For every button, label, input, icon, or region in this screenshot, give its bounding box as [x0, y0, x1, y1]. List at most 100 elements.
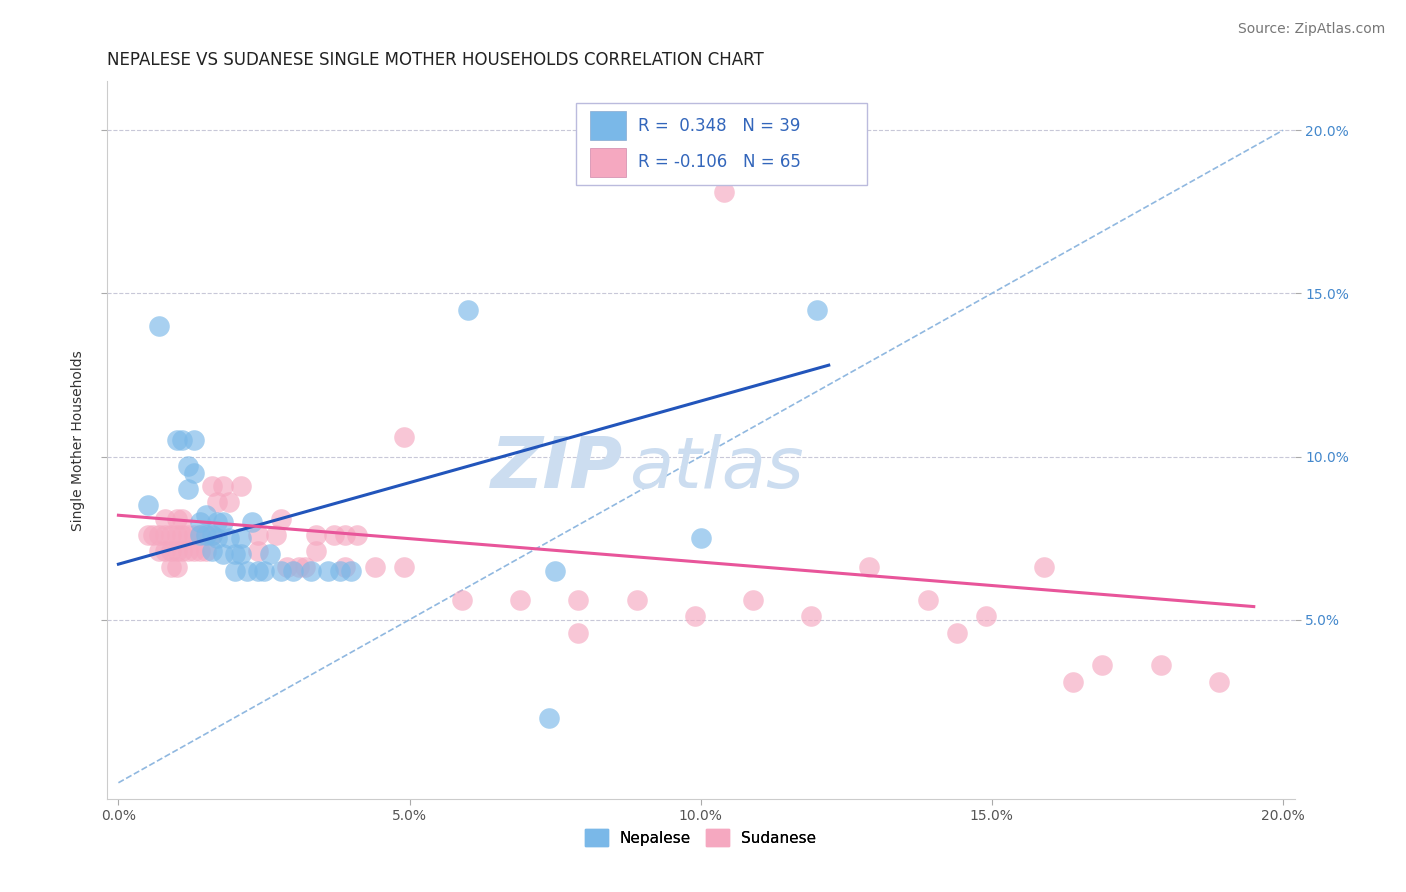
Point: [153, 528, 176, 542]
Point: [159, 560, 181, 574]
Point: [229, 479, 252, 493]
Point: [148, 318, 170, 333]
Point: [166, 511, 188, 525]
Point: [194, 508, 217, 523]
Point: [1062, 674, 1084, 689]
Point: [1149, 658, 1171, 673]
Point: [806, 302, 828, 317]
Point: [188, 528, 211, 542]
Point: [742, 593, 765, 607]
Point: [346, 528, 368, 542]
Point: [509, 593, 531, 607]
Point: [183, 434, 205, 448]
Point: [626, 593, 648, 607]
Point: [183, 466, 205, 480]
Point: [212, 548, 235, 562]
Point: [177, 544, 200, 558]
Point: [200, 528, 222, 542]
Point: [159, 528, 181, 542]
Point: [166, 434, 188, 448]
Point: [392, 560, 415, 574]
Point: [316, 564, 339, 578]
FancyBboxPatch shape: [576, 103, 868, 186]
Point: [305, 528, 328, 542]
Point: [281, 564, 304, 578]
FancyBboxPatch shape: [591, 112, 626, 140]
Point: [207, 495, 229, 509]
Point: [136, 499, 159, 513]
Point: [264, 528, 287, 542]
Point: [166, 544, 188, 558]
Point: [218, 495, 240, 509]
Point: [166, 528, 188, 542]
Point: [188, 528, 211, 542]
Point: [335, 560, 357, 574]
Point: [166, 560, 188, 574]
Point: [544, 564, 567, 578]
Point: [288, 560, 311, 574]
Point: [451, 593, 474, 607]
Point: [207, 515, 229, 529]
Point: [136, 528, 159, 542]
Point: [917, 593, 939, 607]
Point: [253, 564, 276, 578]
Point: [322, 528, 344, 542]
Point: [172, 528, 194, 542]
Point: [974, 609, 997, 624]
Point: [212, 479, 235, 493]
Point: [188, 515, 211, 529]
Point: [299, 564, 322, 578]
Point: [1091, 658, 1114, 673]
Point: [1208, 674, 1230, 689]
Point: [305, 544, 328, 558]
Point: [689, 531, 711, 545]
Point: [194, 528, 217, 542]
Point: [172, 434, 194, 448]
Text: atlas: atlas: [630, 434, 804, 503]
Point: [247, 544, 270, 558]
Point: [363, 560, 385, 574]
Point: [335, 528, 357, 542]
Point: [212, 515, 235, 529]
Point: [153, 544, 176, 558]
Text: Source: ZipAtlas.com: Source: ZipAtlas.com: [1237, 22, 1385, 37]
Point: [1033, 560, 1056, 574]
Point: [538, 710, 561, 724]
Point: [329, 564, 352, 578]
Point: [148, 528, 170, 542]
Text: ZIP: ZIP: [491, 434, 623, 503]
Point: [183, 544, 205, 558]
Point: [194, 544, 217, 558]
Point: [259, 548, 281, 562]
Point: [224, 564, 246, 578]
Text: R = -0.106   N = 65: R = -0.106 N = 65: [638, 153, 800, 171]
Point: [229, 548, 252, 562]
Point: [153, 511, 176, 525]
Point: [683, 609, 706, 624]
Point: [276, 560, 298, 574]
Point: [247, 564, 270, 578]
Point: [235, 564, 257, 578]
Text: R =  0.348   N = 39: R = 0.348 N = 39: [638, 117, 800, 135]
Point: [457, 302, 479, 317]
Point: [177, 482, 200, 496]
Point: [240, 515, 263, 529]
Point: [270, 564, 292, 578]
Point: [142, 528, 165, 542]
Point: [713, 186, 735, 200]
Point: [188, 544, 211, 558]
Point: [247, 528, 270, 542]
Point: [224, 548, 246, 562]
Point: [207, 531, 229, 545]
Point: [567, 625, 589, 640]
Point: [340, 564, 363, 578]
Point: [392, 430, 415, 444]
Point: [172, 544, 194, 558]
Point: [148, 544, 170, 558]
Point: [200, 479, 222, 493]
Point: [183, 528, 205, 542]
Text: NEPALESE VS SUDANESE SINGLE MOTHER HOUSEHOLDS CORRELATION CHART: NEPALESE VS SUDANESE SINGLE MOTHER HOUSE…: [107, 51, 763, 69]
Point: [194, 528, 217, 542]
Point: [200, 544, 222, 558]
Point: [800, 609, 823, 624]
